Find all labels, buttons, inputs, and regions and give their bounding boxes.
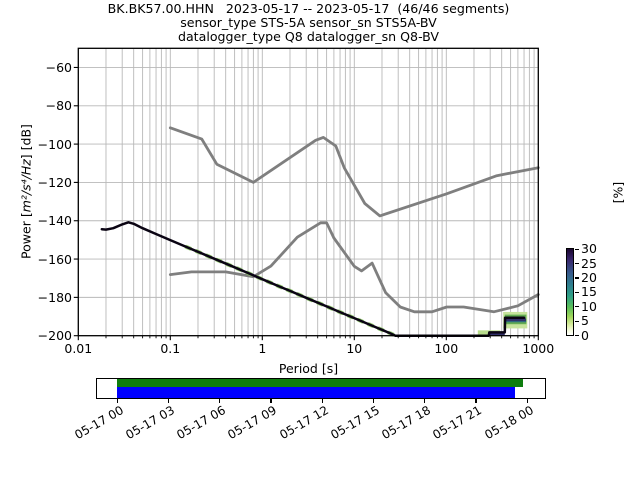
- timeline-tick-mark: [372, 398, 375, 403]
- y-tick-label: −120: [37, 174, 72, 190]
- colorbar-tick-label: 30: [581, 241, 597, 257]
- timeline-tick-mark: [116, 398, 118, 403]
- timeline-tick-mark: [475, 398, 477, 403]
- figure-title-line-1: BK.BK57.00.HHN 2023-05-17 -- 2023-05-17 …: [107, 1, 510, 16]
- processed-segments-bar: [116, 379, 524, 387]
- x-tick-label: 0.1: [160, 341, 181, 356]
- colorbar-label: [%]: [610, 181, 626, 204]
- colorbar-tick-mark: [575, 291, 579, 294]
- colorbar-tick-label: 5: [581, 313, 589, 329]
- colorbar: [566, 248, 574, 336]
- axis-tick-marks: [73, 66, 539, 341]
- y-tick-label: −80: [45, 98, 72, 114]
- spread-patch: [505, 318, 526, 321]
- colorbar-tick-label: 20: [581, 269, 597, 285]
- timeline-tick-mark: [219, 398, 221, 403]
- colorbar-tick-mark: [575, 263, 579, 265]
- colorbar-tick-mark: [575, 306, 579, 308]
- data-coverage-bar: [116, 387, 516, 399]
- y-tick-label: −180: [37, 289, 72, 305]
- timeline-tick-mark: [167, 398, 170, 403]
- figure-title-line-2: sensor_type STS-5A sensor_sn STS5A-BV: [180, 15, 437, 30]
- colorbar-tick-label: 10: [581, 298, 597, 314]
- spread-patch: [489, 333, 505, 336]
- colorbar-tick-label: 25: [581, 255, 597, 271]
- colorbar-tick-mark: [575, 277, 579, 279]
- psd-mode-line: [100, 221, 526, 337]
- grid-lines: [77, 48, 539, 336]
- colorbar-tick-mark: [575, 320, 579, 322]
- nlnm-noise-model-line: [168, 221, 540, 314]
- x-axis-label: Period [s]: [278, 361, 339, 376]
- y-tick-label: −60: [45, 59, 72, 75]
- y-tick-label: −200: [37, 328, 72, 344]
- nhnm-noise-model-line: [168, 126, 540, 218]
- timeline-tick-mark: [424, 398, 426, 403]
- x-tick-label: 100: [434, 341, 459, 356]
- colorbar-tick-label: 0: [581, 327, 589, 343]
- y-tick-label: −100: [37, 136, 72, 152]
- timeline-tick-mark: [321, 398, 323, 403]
- colorbar-tick-mark: [575, 335, 579, 337]
- colorbar-tick-label: 15: [581, 284, 597, 300]
- y-tick-label: −160: [37, 251, 72, 267]
- figure-title-line-3: datalogger_type Q8 datalogger_sn Q8-BV: [177, 29, 440, 44]
- x-tick-label: 10: [346, 341, 363, 356]
- timeline-tick-mark: [526, 398, 528, 403]
- y-tick-label: −140: [37, 213, 72, 229]
- axes-spines: [77, 47, 539, 337]
- x-tick-label: 1000: [522, 341, 555, 356]
- colorbar-tick-mark: [575, 248, 579, 250]
- x-tick-label: 0.01: [64, 341, 93, 356]
- timeline-tick-mark: [270, 398, 272, 403]
- x-tick-label: 1: [258, 341, 267, 356]
